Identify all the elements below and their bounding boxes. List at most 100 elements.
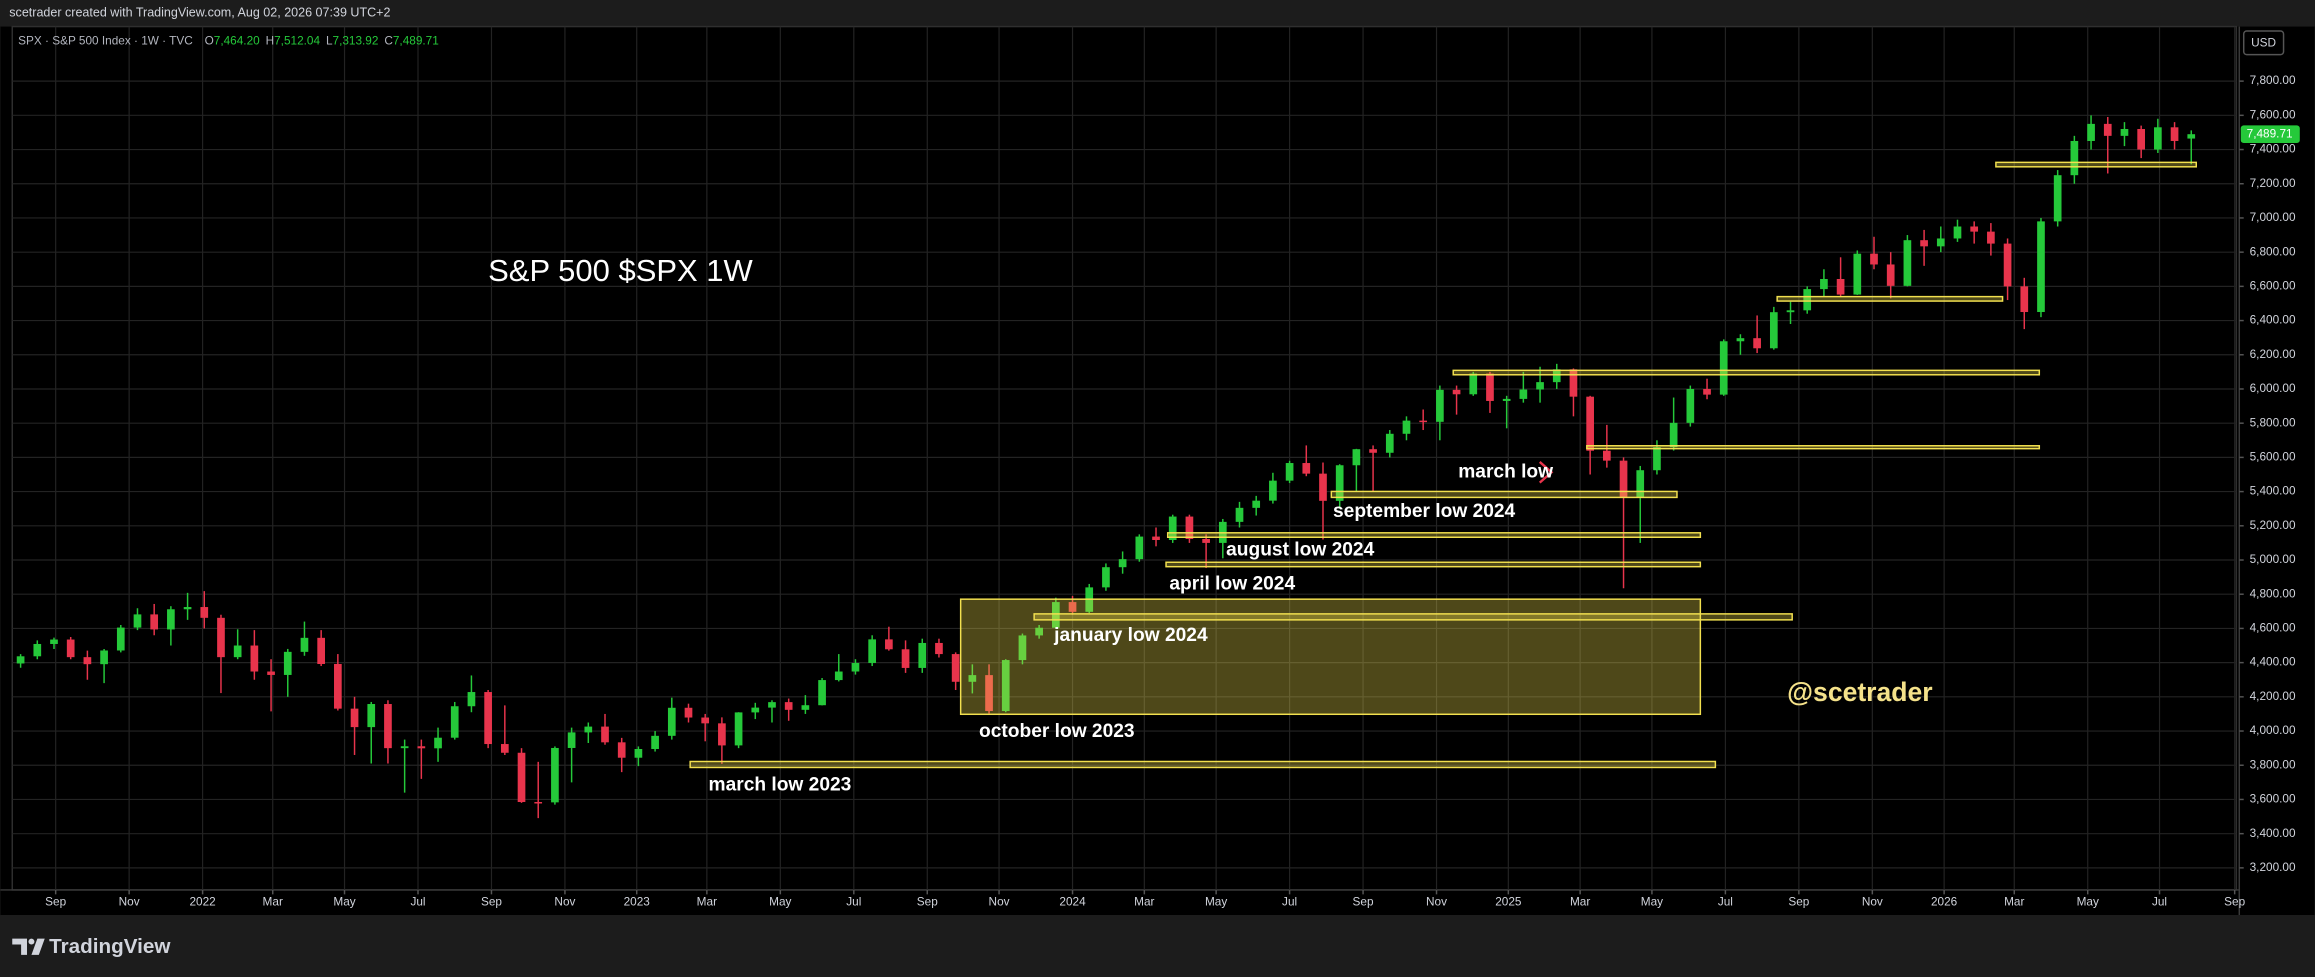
level-zone [1330,490,1678,499]
y-tick-label: 5,000.00 [2250,552,2296,566]
candle-body [1987,231,1995,244]
candle-body [2154,127,2162,150]
candle-body [517,752,526,803]
y-tick-label: 6,000.00 [2250,381,2296,395]
candle-body [1185,516,1194,539]
candle-body [66,639,75,658]
candle-body [417,746,426,749]
x-tick-label: Nov [1862,895,1883,909]
candle-body [718,723,726,746]
candle-body [1269,480,1277,501]
candle-body [1953,226,1962,239]
candle-body [384,704,392,749]
candle-body [167,609,175,630]
candle-body [1870,253,1878,265]
y-tick-label: 6,600.00 [2250,278,2296,292]
annotation: march low [1458,461,1553,482]
candle-body [651,735,659,749]
candle-body [133,614,142,628]
candle-body [400,746,409,749]
ohlc-label: H [266,33,275,47]
annotation: september low 2024 [1333,501,1516,522]
ohlc-value: 7,313.92 [333,33,379,47]
level-zone [1165,561,1702,568]
annotation: october low 2023 [979,721,1135,742]
candle-body [1636,470,1645,498]
arrow [1538,461,1554,484]
candle-body [200,607,209,618]
candle-body [868,639,877,663]
candle-body [1703,388,1711,395]
candle-body [1820,279,1828,290]
candle-body [2003,243,2012,287]
x-tick-label: Jul [846,895,861,909]
candle-body [2070,140,2079,176]
candle-body [885,639,893,650]
x-tick-label: Mar [1570,895,1590,909]
candle-body [1419,420,1428,423]
candle-body [1736,338,1745,342]
x-tick-label: Mar [697,895,717,909]
candle-body [33,643,42,657]
y-tick-label: 3,600.00 [2250,792,2296,806]
candle-body [935,642,943,655]
candle-body [617,742,626,758]
candle-body [1436,389,1444,422]
ohlc-label: C [384,33,393,47]
candle-body [350,708,359,728]
x-tick-label: Mar [1134,895,1154,909]
y-tick-label: 7,200.00 [2250,176,2296,190]
candle-body [1886,264,1895,286]
candle-body [1352,449,1361,466]
candle-body [1319,473,1327,501]
header-text: scetrader created with TradingView.com, … [9,6,390,20]
candle-body [901,649,910,668]
annotation: august low 2024 [1226,539,1374,560]
candle-body [1152,536,1160,540]
ohlc-value: 7,489.71 [393,33,439,47]
candle-body [1936,238,1945,247]
level-zone [1586,445,2041,450]
candle-body [484,692,492,745]
candle-body [1168,516,1177,540]
x-tick-label: 2024 [1059,895,1086,909]
candle-body [2103,123,2112,136]
candle-body [1369,449,1377,453]
level-zone [1033,613,1793,621]
candle-body [1285,463,1294,481]
x-tick-label: Sep [481,895,502,909]
x-tick-label: Mar [2004,895,2024,909]
x-tick-label: Sep [2224,895,2245,909]
level-zone [689,760,1717,769]
candle-body [1569,369,1578,397]
candle-body [1018,635,1027,661]
candle-body [1051,602,1060,628]
candle-body [116,627,125,651]
candle-body [834,671,843,681]
y-tick-label: 5,600.00 [2250,449,2296,463]
candle-body [1653,447,1661,471]
last-price-badge [2240,125,2300,144]
candle-body [1836,279,1845,295]
level-zone [1776,295,2004,302]
candle-body [1469,373,1478,395]
candle-body [2120,129,2129,136]
x-tick-label: May [1205,895,1227,909]
symbol-legend: SPX · S&P 500 Index · 1W · TVC O7,464.20 H… [18,33,439,47]
candle-body [83,657,92,665]
candle-body [1235,507,1244,522]
x-tick-label: Nov [989,895,1010,909]
ohlc-label: L [326,33,333,47]
level-zone [959,598,1702,716]
y-tick-label: 7,600.00 [2250,107,2296,121]
candle-body [734,712,743,746]
x-tick-label: Sep [45,895,66,909]
candle-body [1586,396,1594,451]
candle-body [684,707,693,718]
y-tick-label: 4,200.00 [2250,689,2296,703]
x-tick-label: Sep [1353,895,1374,909]
candle-body [50,639,58,644]
ohlc-value: 7,464.20 [214,33,260,47]
y-tick-label: 4,400.00 [2250,655,2296,669]
y-tick-label: 4,000.00 [2250,723,2296,737]
